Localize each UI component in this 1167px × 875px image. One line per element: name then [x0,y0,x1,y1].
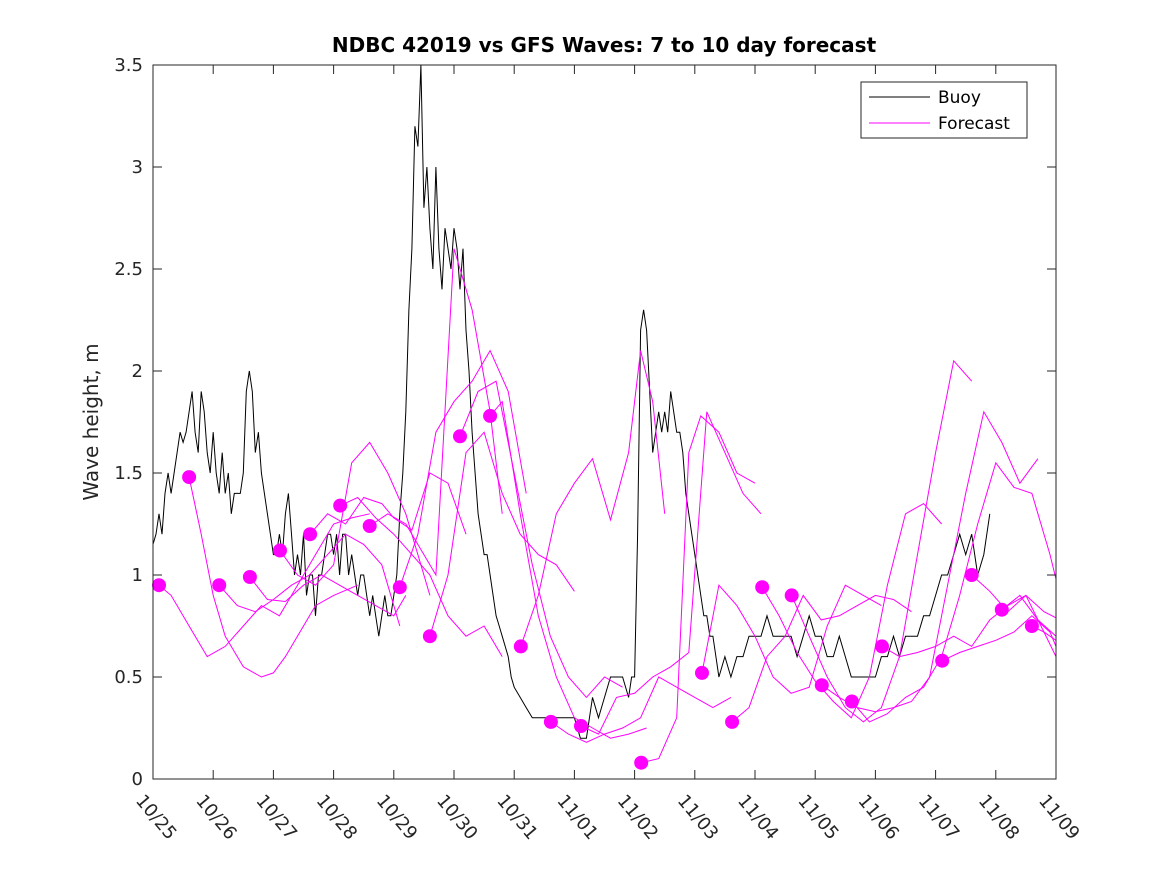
y-tick-label: 1 [132,565,143,586]
y-tick-label: 3 [132,157,143,178]
legend-label-buoy: Buoy [938,88,981,108]
forecast-line-17 [701,584,882,694]
forecast-series [158,248,1056,764]
forecast-points [152,408,1039,770]
y-tick-label: 1.5 [114,463,143,484]
forecast-point [964,568,979,582]
forecast-point [453,429,467,444]
forecast-point [755,580,770,595]
forecast-point [725,714,740,729]
y-axis-label: Wave height, m [79,343,103,500]
forecast-line-2 [188,476,358,678]
legend: Buoy Forecast [860,81,1028,139]
forecast-line-26 [1001,594,1056,637]
forecast-line-23 [881,594,1056,658]
forecast-line-1 [158,513,370,658]
forecast-point [392,580,407,595]
forecast-point [513,639,528,654]
forecast-point [303,527,318,542]
forecast-point [333,498,348,513]
forecast-line-11 [459,380,623,699]
forecast-point [784,588,799,603]
forecast-line-14 [550,676,732,743]
plot-area [153,65,1056,779]
forecast-point [152,578,166,593]
forecast-point [182,470,197,485]
forecast-line-22 [851,461,1056,723]
forecast-line-4 [249,574,407,617]
forecast-point [242,570,257,584]
legend-box [860,81,1028,139]
forecast-line-18 [731,594,912,723]
forecast-line-24 [941,615,1056,662]
forecast-point [362,519,377,533]
axes-box [152,64,1057,780]
y-tick-label: 2 [132,361,143,382]
forecast-point [994,602,1009,617]
buoy-line [153,65,991,739]
forecast-point [574,719,588,733]
forecast-point [483,408,498,423]
forecast-line-20 [791,359,973,723]
y-axis: 0 0.5 1 1.5 2 2.5 3 3.5 [114,55,1056,790]
forecast-line-19 [761,502,942,719]
forecast-point [543,714,558,729]
forecast-line-15 [580,411,762,735]
forecast-point [422,629,437,644]
y-tick-label: 0 [132,769,143,790]
forecast-point [814,678,829,693]
y-tick-label: 3.5 [114,55,143,76]
forecast-line-7 [339,496,503,657]
forecast-point [212,578,227,593]
forecast-line-12 [489,400,647,739]
chart-title: NDBC 42019 vs GFS Waves: 7 to 10 day for… [332,33,877,57]
forecast-point [695,665,709,680]
forecast-point [844,694,859,709]
forecast-line-6 [309,472,467,535]
forecast-point [634,755,649,770]
forecast-point [1024,619,1039,633]
forecast-line-8 [369,248,503,577]
forecast-point [875,639,889,654]
forecast-line-3 [218,533,401,627]
buoy-series [153,65,991,739]
forecast-line-16 [641,415,756,764]
forecast-line-10 [429,431,575,637]
forecast-line-25 [971,574,1056,657]
forecast-line-9 [399,349,527,588]
forecast-point [273,543,287,558]
y-tick-label: 2.5 [114,259,143,280]
forecast-line-13 [520,350,666,647]
legend-label-forecast: Forecast [938,114,1010,134]
y-tick-label: 0.5 [114,667,143,688]
forecast-point [935,653,950,668]
